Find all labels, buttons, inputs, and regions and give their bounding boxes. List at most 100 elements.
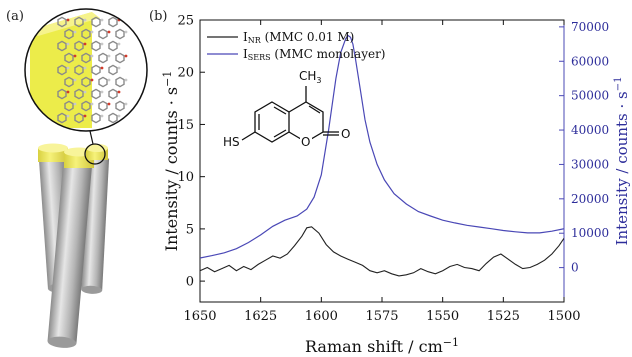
atom-dot bbox=[107, 102, 111, 106]
legend-label-sers: ISERS (MMC monolayer) bbox=[243, 47, 386, 62]
molecule-thiol-label: HS bbox=[223, 135, 240, 149]
molecule-sketch bbox=[108, 112, 118, 124]
molecule-sketch bbox=[115, 28, 125, 40]
molecule-sketch bbox=[74, 112, 84, 124]
atom-dot bbox=[107, 30, 111, 34]
molecule-sketch bbox=[74, 16, 84, 28]
y-right-tick-label: 30000 bbox=[571, 157, 609, 171]
molecule-sketch bbox=[91, 112, 101, 124]
zoom-connector bbox=[89, 130, 94, 145]
molecule-sketch bbox=[108, 16, 118, 28]
atom-dot bbox=[73, 54, 77, 58]
atom-dot bbox=[100, 18, 104, 22]
y-right-tick-label: 20000 bbox=[571, 192, 609, 206]
y-right-axis-title: Intensity / counts · s−1 bbox=[613, 77, 631, 246]
molecule-sketch bbox=[98, 100, 108, 112]
panel-a-label: (a) bbox=[6, 9, 24, 24]
y-tick-label: 10 bbox=[177, 170, 194, 185]
nanorod-illustration bbox=[24, 8, 148, 348]
molecule-sketch bbox=[81, 76, 91, 88]
x-tick-label: 1500 bbox=[547, 309, 580, 324]
x-axis-title: Raman shift / cm−1 bbox=[305, 336, 459, 356]
x-axis-ticks: 1650 1625 1600 1575 1550 1525 1500 bbox=[183, 20, 581, 324]
molecule-sketch bbox=[74, 88, 84, 100]
molecule-sketch bbox=[57, 16, 67, 28]
molecule-sketch bbox=[81, 100, 91, 112]
molecule-sketch bbox=[81, 28, 91, 40]
molecule-sketch bbox=[64, 28, 74, 40]
molecule-sketch bbox=[57, 88, 67, 100]
molecule-sketch bbox=[91, 16, 101, 28]
legend: INR (MMC 0.01 M) ISERS (MMC monolayer) bbox=[207, 30, 386, 62]
molecule-sketch bbox=[108, 40, 118, 52]
atom-dot bbox=[66, 42, 70, 46]
atom-dot bbox=[107, 78, 111, 82]
y-tick-label: 25 bbox=[177, 14, 194, 29]
y-tick-label: 5 bbox=[186, 222, 194, 237]
molecule-sketch bbox=[115, 76, 125, 88]
atom-dot bbox=[83, 114, 87, 118]
atom-dot bbox=[66, 90, 70, 94]
x-tick-label: 1575 bbox=[365, 309, 398, 324]
molecule-sketch bbox=[57, 64, 67, 76]
atom-dot bbox=[90, 30, 94, 34]
atom-dot bbox=[100, 90, 104, 94]
molecule-sketch bbox=[57, 112, 67, 124]
x-tick-label: 1600 bbox=[305, 309, 338, 324]
y-axis-title: Intensity / counts · s−1 bbox=[161, 71, 181, 252]
nanorod-front bbox=[47, 161, 93, 348]
atom-dot bbox=[100, 114, 104, 118]
atom-dot bbox=[83, 42, 87, 46]
y-right-tick-label: 70000 bbox=[571, 20, 609, 34]
molecule-sketch bbox=[64, 76, 74, 88]
y-tick-label: 15 bbox=[177, 118, 194, 133]
atom-dot bbox=[124, 78, 128, 82]
atom-dot bbox=[124, 54, 128, 58]
atom-dot bbox=[90, 78, 94, 82]
molecule-sketch bbox=[74, 64, 84, 76]
molecule-sketch bbox=[64, 100, 74, 112]
y-tick-label: 0 bbox=[186, 275, 194, 290]
y-right-tick-label: 40000 bbox=[571, 123, 609, 137]
atom-dot bbox=[124, 30, 128, 34]
gold-caps bbox=[38, 143, 108, 168]
atom-dot bbox=[117, 42, 121, 46]
molecule-sketch bbox=[108, 88, 118, 100]
zoom-target-circle bbox=[84, 143, 106, 165]
y-right-tick-label: 60000 bbox=[571, 54, 609, 68]
molecule-sketch bbox=[98, 28, 108, 40]
atom-dot bbox=[100, 42, 104, 46]
y-right-tick-label: 10000 bbox=[571, 226, 609, 240]
atom-dot bbox=[117, 66, 121, 70]
x-tick-label: 1525 bbox=[487, 309, 520, 324]
atom-dot bbox=[66, 18, 70, 22]
molecule-structure bbox=[241, 86, 339, 143]
molecule-sketch bbox=[98, 76, 108, 88]
panel-b-label: (b) bbox=[149, 9, 167, 24]
molecule-sketch bbox=[91, 88, 101, 100]
molecule-sketch bbox=[81, 52, 91, 64]
atom-dot bbox=[73, 78, 77, 82]
molecule-ring-oxygen-label: O bbox=[301, 135, 310, 149]
molecule-sketch bbox=[115, 100, 125, 112]
atom-dot bbox=[90, 54, 94, 58]
atom-dot bbox=[73, 102, 77, 106]
x-tick-label: 1550 bbox=[426, 309, 459, 324]
molecule-sketch bbox=[108, 64, 118, 76]
molecule-sketch bbox=[91, 64, 101, 76]
molecule-sketch bbox=[91, 40, 101, 52]
atom-dot bbox=[100, 66, 104, 70]
atom-dot bbox=[90, 102, 94, 106]
molecule-carbonyl-label: O bbox=[341, 127, 350, 141]
atom-dot bbox=[83, 66, 87, 70]
zoom-circle-content bbox=[25, 9, 147, 131]
x-tick-label: 1650 bbox=[183, 309, 216, 324]
atom-dot bbox=[124, 102, 128, 106]
y-right-axis-ticks: 0 10000 20000 30000 40000 50000 60000 70000 bbox=[559, 20, 609, 275]
series-line-nr bbox=[200, 226, 564, 277]
molecule-sketch bbox=[57, 40, 67, 52]
atom-dot bbox=[66, 66, 70, 70]
molecule-sketch bbox=[64, 52, 74, 64]
atom-dot bbox=[117, 90, 121, 94]
